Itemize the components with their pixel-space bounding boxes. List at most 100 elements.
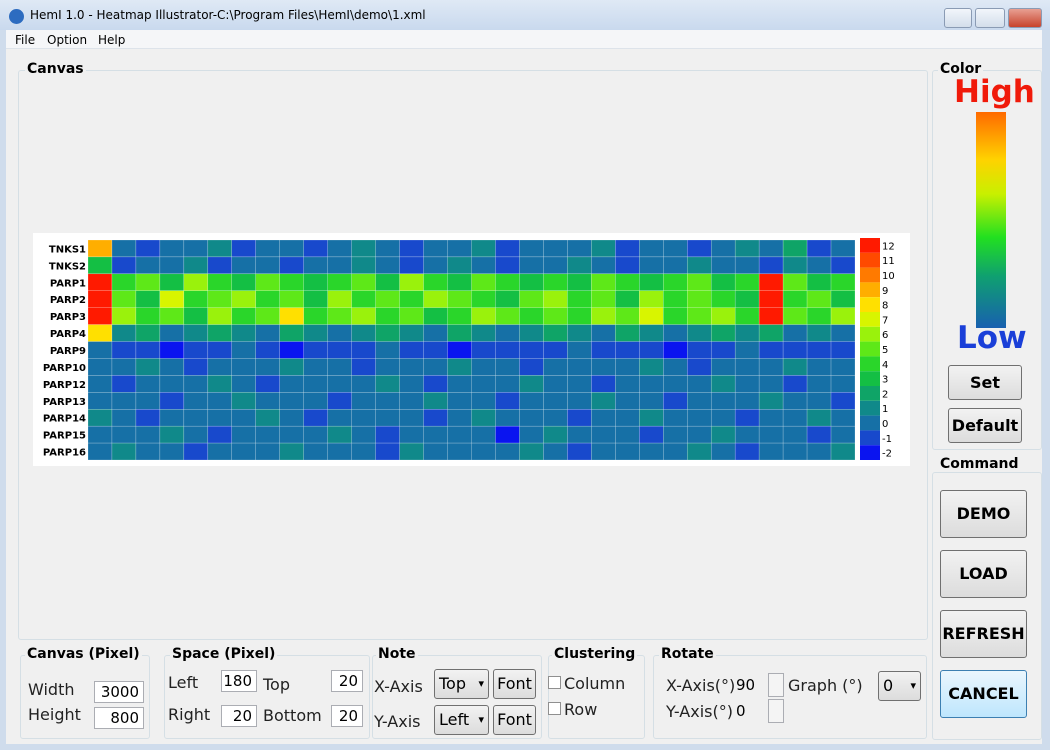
heatmap-cell [399,307,424,325]
heatmap-cell [327,256,352,275]
heatmap-cell [111,341,137,359]
heatmap-cell [375,409,400,427]
font-button[interactable]: Font [493,669,536,699]
heatmap-cell [519,375,544,393]
group-label: Color [938,61,984,77]
menu-item[interactable]: File [15,33,36,47]
heatmap-cell [830,442,856,461]
height-input[interactable]: 800 [94,707,144,729]
heatmap-cell [615,442,640,461]
heatmap-cell [447,290,472,308]
column-checkbox[interactable] [548,676,561,689]
heatmap-cell [567,375,592,393]
heatmap-cell [183,375,209,393]
heatmap-cell [495,239,520,258]
row-label: PARP9 [50,346,86,357]
heatmap-cell [279,392,304,410]
heatmap-cell [327,442,352,461]
heatmap-cell [351,341,376,359]
heatmap-cell [615,375,640,393]
heatmap-cell [135,358,161,376]
heatmap-cell [423,341,448,359]
heatmap-cell [687,239,712,258]
heatmap-cell [782,239,808,258]
cancel-button[interactable]: CANCEL [940,670,1027,718]
spinner-arrows[interactable] [768,699,784,723]
heatmap-cell [567,324,592,342]
heatmap-cell [183,358,209,376]
heatmap-cell [231,425,256,444]
heatmap-cell [710,273,736,291]
heatmap-cell [423,324,448,342]
legend-label: 7 [882,315,888,326]
heatmap-cell [375,358,400,376]
x-axis-spinner[interactable]: 90 [736,676,756,694]
row-checkbox[interactable] [548,702,561,715]
bottom-input[interactable]: 20 [331,705,363,727]
heatmap-cell [806,409,832,427]
width-input[interactable]: 3000 [94,681,144,703]
maximize-button[interactable] [975,8,1005,28]
refresh-button[interactable]: REFRESH [940,610,1027,658]
app-icon [9,9,24,24]
heatmap-cell [111,324,137,342]
heatmap-cell [543,341,568,359]
heatmap-cell [782,442,808,461]
heatmap-cell [135,425,161,444]
right-input[interactable]: 20 [221,705,257,727]
legend-label: 3 [882,375,888,386]
checkbox-label: Row [564,700,598,719]
heatmap-cell [615,239,640,258]
font-button[interactable]: Font [493,705,536,735]
rotate-group [653,655,927,739]
heatmap-cell [303,375,328,393]
heatmap-cell [591,307,616,325]
y-axis-dropdown[interactable]: Left [434,705,489,735]
demo-button[interactable]: DEMO [940,490,1027,538]
heatmap-cell [231,409,256,427]
heatmap-cell [351,392,376,410]
heatmap-cell [519,425,544,444]
top-input[interactable]: 20 [331,670,363,692]
heatmap-cell [687,358,712,376]
heatmap-cell [183,341,209,359]
heatmap-cell [375,392,400,410]
heatmap-cell [231,256,256,275]
heatmap-cell [351,358,376,376]
x-axis-dropdown[interactable]: Top [434,669,489,699]
field-label: X-Axis(°) [666,676,736,695]
heatmap-cell [279,442,304,461]
minimize-button[interactable] [944,8,972,28]
heatmap-cell [591,341,616,359]
menu-item[interactable]: Help [98,33,126,47]
heatmap-cell [87,358,113,376]
left-input[interactable]: 180 [221,670,257,692]
heatmap-cell [806,375,832,393]
heatmap-cell [303,442,328,461]
heatmap-cell [87,392,113,410]
heatmap-cell [135,375,161,393]
menu-item[interactable]: Option [47,33,88,47]
heatmap-cell [111,375,137,393]
y-axis-spinner[interactable]: 0 [736,702,746,720]
heatmap-cell [303,290,328,308]
heatmap-cell [279,375,304,393]
close-button[interactable] [1008,8,1042,28]
heatmap-cell [327,239,352,258]
heatmap-cell [303,324,328,342]
color-gradient [976,112,1006,328]
heatmap-cell [567,358,592,376]
heatmap-cell [615,256,640,275]
heatmap-cell [399,239,424,258]
heatmap-cell [758,341,784,359]
heatmap-cell [806,442,832,461]
heatmap-cell [423,290,448,308]
graph-dropdown[interactable]: 0 [878,671,921,701]
heatmap-cell [111,358,137,376]
load-button[interactable]: LOAD [940,550,1027,598]
heatmap-cell [687,256,712,275]
default-button[interactable]: Default [948,408,1022,443]
spinner-arrows[interactable] [768,673,784,697]
set-button[interactable]: Set [948,365,1022,400]
heatmap-cell [231,392,256,410]
